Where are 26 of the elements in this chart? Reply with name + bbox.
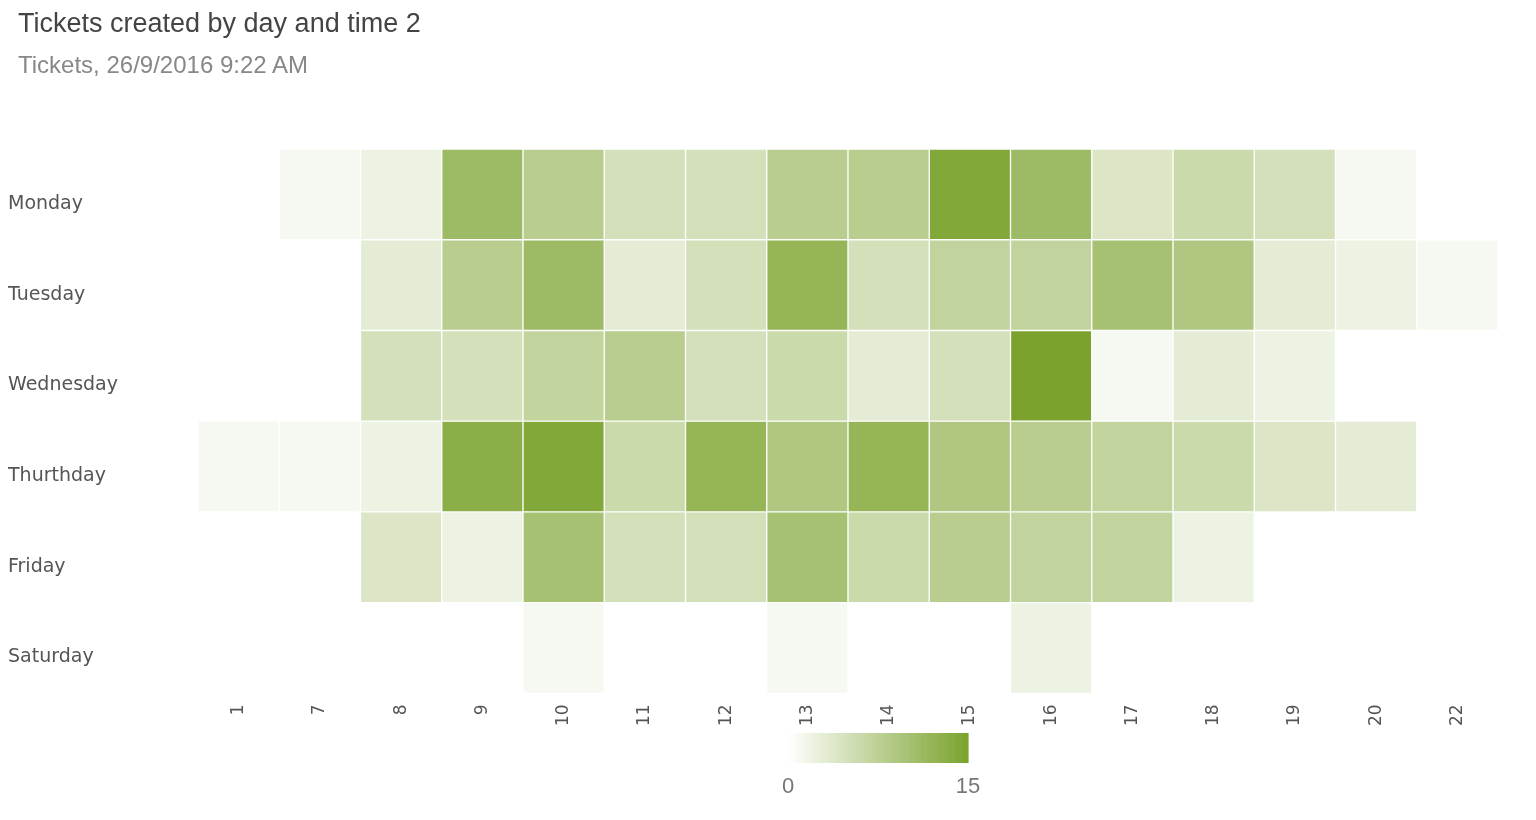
x-tick-label: 17 <box>1120 704 1141 727</box>
y-tick-label: Monday <box>8 190 84 213</box>
x-tick-label: 10 <box>552 704 573 727</box>
x-tick-label: 11 <box>633 704 654 727</box>
y-tick-label: Saturday <box>8 644 94 667</box>
x-tick-label: 9 <box>470 704 491 716</box>
chart-title: Tickets created by day and time 2 <box>18 8 422 39</box>
x-tick-label: 18 <box>1202 704 1223 727</box>
y-tick-label: Thurthday <box>7 462 106 485</box>
x-tick-label: 7 <box>308 704 329 716</box>
x-tick-label: 12 <box>714 704 735 727</box>
y-tick-label: Wednesday <box>8 372 119 395</box>
x-tick-label: 1 <box>227 704 248 716</box>
y-tick-label: Tuesday <box>7 281 86 304</box>
x-tick-label: 13 <box>795 704 816 727</box>
x-tick-label: 14 <box>877 704 898 727</box>
x-tick-label: 22 <box>1445 704 1466 727</box>
x-tick-label: 15 <box>958 704 979 727</box>
chart-subtitle: Tickets, 26/9/2016 9:22 AM <box>18 51 309 79</box>
x-tick-label: 20 <box>1364 704 1385 727</box>
x-tick-label: 8 <box>389 704 410 716</box>
x-tick-label: 19 <box>1283 704 1304 727</box>
y-tick-label: Friday <box>8 553 66 576</box>
color-bar-label: 0 <box>781 773 795 799</box>
color-bar-label: 15 <box>955 773 981 799</box>
x-tick-label: 16 <box>1039 704 1060 727</box>
